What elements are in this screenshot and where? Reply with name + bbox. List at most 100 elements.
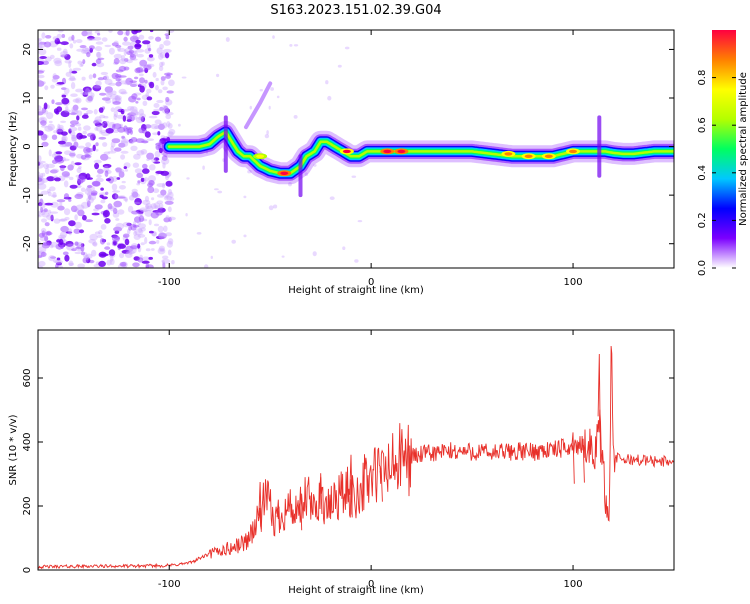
noise-blob bbox=[71, 136, 77, 142]
noise-blob bbox=[107, 203, 113, 210]
noise-blob bbox=[166, 30, 175, 33]
noise-blob bbox=[146, 96, 153, 101]
noise-blob bbox=[289, 44, 293, 47]
noise-blob bbox=[59, 238, 64, 246]
noise-blob bbox=[138, 108, 144, 116]
noise-blob bbox=[129, 80, 137, 83]
noise-blob bbox=[38, 177, 43, 183]
noise-blob bbox=[40, 133, 48, 141]
noise-blob bbox=[110, 141, 116, 148]
noise-blob bbox=[154, 119, 162, 125]
noise-blob bbox=[100, 129, 106, 134]
snr-spike bbox=[379, 467, 383, 502]
noise-blob bbox=[106, 259, 112, 266]
noise-blob bbox=[133, 201, 141, 205]
noise-blob bbox=[132, 262, 140, 268]
noise-blob bbox=[77, 60, 83, 65]
noise-blob bbox=[304, 172, 308, 176]
noise-blob bbox=[115, 218, 120, 221]
noise-blob bbox=[95, 46, 103, 52]
noise-blob bbox=[97, 32, 101, 36]
noise-blob bbox=[92, 242, 97, 246]
noise-blob bbox=[150, 203, 157, 210]
noise-blob bbox=[98, 260, 106, 267]
noise-blob bbox=[110, 145, 114, 152]
noise-blob bbox=[76, 110, 83, 117]
noise-blob bbox=[139, 63, 147, 68]
noise-blob bbox=[64, 216, 70, 221]
noise-blob bbox=[166, 240, 173, 248]
noise-blob bbox=[146, 88, 152, 94]
noise-blob bbox=[104, 86, 114, 93]
noise-blob bbox=[39, 56, 47, 59]
noise-blob bbox=[38, 265, 44, 268]
noise-blob bbox=[149, 164, 156, 171]
noise-blob bbox=[84, 187, 93, 196]
noise-blob bbox=[88, 74, 93, 80]
noise-blob bbox=[38, 162, 44, 169]
noise-blob bbox=[98, 230, 103, 235]
spectrogram-frame bbox=[37, 29, 675, 269]
noise-blob bbox=[134, 228, 144, 236]
noise-blob bbox=[129, 82, 138, 87]
noise-blob bbox=[164, 33, 170, 36]
noise-blob bbox=[148, 240, 157, 245]
noise-blob bbox=[123, 49, 127, 56]
noise-blob bbox=[113, 58, 120, 65]
noise-blob bbox=[133, 30, 143, 33]
noise-blob bbox=[86, 196, 94, 204]
noise-blob bbox=[40, 190, 49, 195]
x-tick-label: 100 bbox=[564, 579, 583, 590]
noise-blob bbox=[163, 225, 168, 232]
noise-blob bbox=[105, 128, 114, 134]
noise-blob bbox=[158, 231, 166, 240]
noise-blob bbox=[158, 232, 167, 239]
noise-blob bbox=[104, 170, 109, 178]
noise-blob bbox=[125, 77, 134, 85]
noise-blob bbox=[95, 51, 101, 58]
noise-blob bbox=[231, 239, 236, 244]
noise-blob bbox=[58, 140, 66, 145]
noise-blob bbox=[47, 209, 52, 215]
noise-blob bbox=[249, 105, 252, 110]
noise-blob bbox=[58, 218, 66, 222]
noise-blob bbox=[38, 130, 44, 136]
noise-blob bbox=[86, 200, 91, 208]
noise-blob bbox=[59, 201, 63, 207]
noise-blob bbox=[142, 168, 150, 174]
noise-blob bbox=[43, 208, 48, 213]
noise-blob bbox=[38, 202, 43, 207]
noise-blob bbox=[104, 246, 111, 250]
noise-blob bbox=[88, 239, 97, 244]
noise-blob bbox=[115, 81, 122, 87]
noise-blob bbox=[85, 31, 93, 37]
noise-blob bbox=[146, 205, 154, 212]
noise-blob bbox=[75, 88, 84, 93]
noise-blob bbox=[72, 67, 82, 71]
noise-blob bbox=[63, 193, 70, 200]
noise-blob bbox=[38, 250, 41, 256]
noise-blob bbox=[103, 115, 109, 119]
noise-blob bbox=[87, 35, 95, 40]
noise-blob bbox=[214, 188, 219, 191]
noise-blob bbox=[61, 143, 71, 148]
noise-blob bbox=[153, 108, 162, 112]
noise-blob bbox=[113, 110, 119, 118]
noise-blob bbox=[54, 177, 61, 182]
noise-blob bbox=[137, 211, 144, 215]
noise-blob bbox=[38, 42, 46, 49]
noise-blob bbox=[154, 125, 162, 130]
snr-spike bbox=[298, 486, 303, 531]
colorbar-label: Normalized spectral amplitude bbox=[738, 72, 749, 226]
noise-blob bbox=[131, 210, 140, 215]
colorbar-tick-label: 0.8 bbox=[697, 70, 708, 86]
noise-blob bbox=[118, 142, 126, 148]
colorbar-strip bbox=[712, 30, 736, 268]
noise-blob bbox=[162, 105, 167, 108]
noise-blob bbox=[55, 102, 63, 106]
noise-blob bbox=[155, 36, 162, 42]
noise-blob bbox=[140, 177, 145, 182]
noise-blob bbox=[130, 145, 138, 151]
noise-blob bbox=[115, 69, 124, 73]
noise-blob bbox=[165, 96, 170, 103]
